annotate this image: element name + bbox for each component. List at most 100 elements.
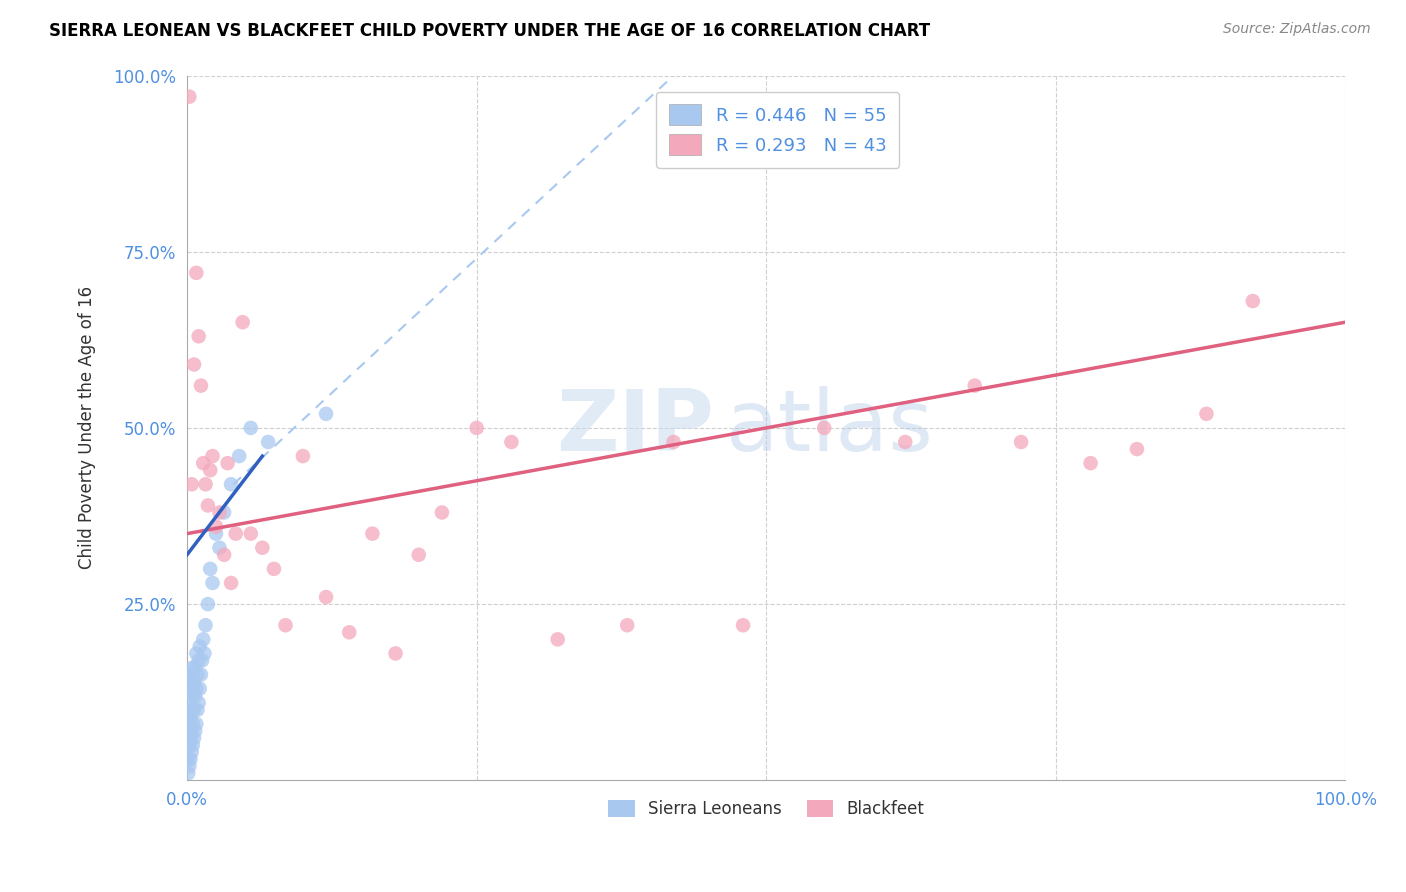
Point xyxy=(177,703,200,717)
Point xyxy=(257,435,280,450)
Point xyxy=(212,506,235,520)
Point xyxy=(187,329,209,343)
Text: Source: ZipAtlas.com: Source: ZipAtlas.com xyxy=(1223,22,1371,37)
Point xyxy=(180,731,202,745)
Point xyxy=(1126,442,1149,456)
Point xyxy=(184,689,207,703)
Point xyxy=(200,463,222,477)
Point xyxy=(179,738,201,752)
Point xyxy=(191,653,214,667)
Point xyxy=(501,435,523,450)
Point xyxy=(205,526,228,541)
Point xyxy=(179,667,201,681)
Point xyxy=(186,266,208,280)
Point xyxy=(180,667,202,681)
Point xyxy=(662,435,685,450)
Point xyxy=(184,660,207,674)
Point xyxy=(197,597,219,611)
Point xyxy=(180,723,202,738)
Point xyxy=(733,618,755,632)
Point xyxy=(963,378,986,392)
Point xyxy=(193,647,215,661)
Point xyxy=(239,421,262,435)
Point xyxy=(228,449,250,463)
Point xyxy=(187,653,209,667)
Point xyxy=(430,506,453,520)
Point xyxy=(186,681,208,696)
Point xyxy=(201,576,224,591)
Point xyxy=(337,625,360,640)
Legend: Sierra Leoneans, Blackfeet: Sierra Leoneans, Blackfeet xyxy=(602,793,931,825)
Point xyxy=(465,421,488,435)
Point xyxy=(616,618,638,632)
Point xyxy=(208,506,231,520)
Point xyxy=(190,667,212,681)
Point xyxy=(179,759,201,773)
Point xyxy=(188,681,211,696)
Point xyxy=(193,456,215,470)
Point xyxy=(315,407,337,421)
Point xyxy=(183,703,205,717)
Point xyxy=(1010,435,1032,450)
Point xyxy=(180,752,202,766)
Point xyxy=(184,723,207,738)
Point xyxy=(1195,407,1218,421)
Point xyxy=(186,717,208,731)
Point xyxy=(179,717,201,731)
Point xyxy=(894,435,917,450)
Point xyxy=(208,541,231,555)
Point xyxy=(186,667,208,681)
Point xyxy=(183,358,205,372)
Point xyxy=(181,717,204,731)
Point xyxy=(225,526,247,541)
Point xyxy=(180,745,202,759)
Point xyxy=(315,590,337,604)
Text: SIERRA LEONEAN VS BLACKFEET CHILD POVERTY UNDER THE AGE OF 16 CORRELATION CHART: SIERRA LEONEAN VS BLACKFEET CHILD POVERT… xyxy=(49,22,931,40)
Point xyxy=(180,689,202,703)
Point xyxy=(291,449,314,463)
Point xyxy=(181,660,204,674)
Point xyxy=(219,576,242,591)
Point xyxy=(239,526,262,541)
Point xyxy=(177,717,200,731)
Point xyxy=(180,674,202,689)
Point xyxy=(219,477,242,491)
Point xyxy=(197,499,219,513)
Point xyxy=(181,738,204,752)
Point xyxy=(190,378,212,392)
Point xyxy=(183,731,205,745)
Point xyxy=(252,541,274,555)
Point xyxy=(188,640,211,654)
Point xyxy=(274,618,297,632)
Point xyxy=(217,456,239,470)
Point xyxy=(180,477,202,491)
Point xyxy=(179,89,201,103)
Point xyxy=(1080,456,1102,470)
Point xyxy=(187,696,209,710)
Point xyxy=(212,548,235,562)
Point xyxy=(1241,293,1264,308)
Point xyxy=(361,526,384,541)
Point xyxy=(813,421,835,435)
Point xyxy=(193,632,215,647)
Point xyxy=(186,703,208,717)
Y-axis label: Child Poverty Under the Age of 16: Child Poverty Under the Age of 16 xyxy=(79,286,96,569)
Point xyxy=(408,548,430,562)
Point xyxy=(183,674,205,689)
Point xyxy=(177,752,200,766)
Point xyxy=(181,689,204,703)
Point xyxy=(180,703,202,717)
Point xyxy=(194,618,217,632)
Point xyxy=(177,731,200,745)
Point xyxy=(194,477,217,491)
Point xyxy=(201,449,224,463)
Point xyxy=(384,647,406,661)
Point xyxy=(177,766,200,780)
Point xyxy=(205,519,228,533)
Point xyxy=(180,710,202,724)
Point xyxy=(200,562,222,576)
Point xyxy=(232,315,254,329)
Point xyxy=(179,703,201,717)
Text: atlas: atlas xyxy=(725,386,934,469)
Point xyxy=(263,562,285,576)
